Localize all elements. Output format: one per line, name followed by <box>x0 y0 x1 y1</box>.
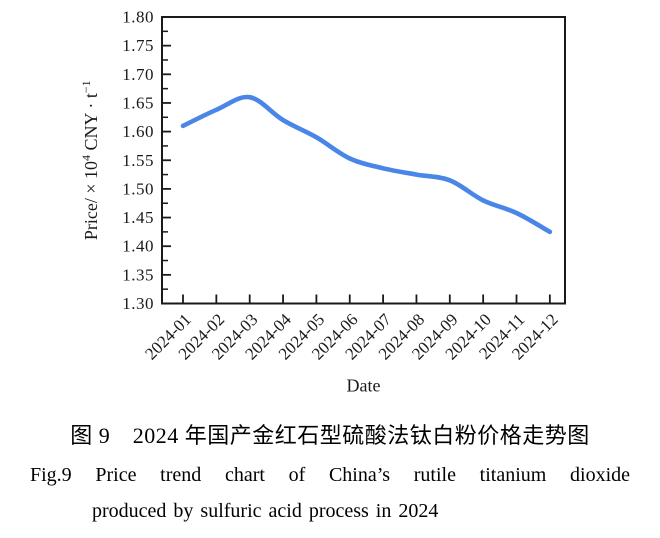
x-axis-title: Date <box>347 376 381 396</box>
y-tick-label: 1.70 <box>122 65 154 84</box>
y-tick-label: 1.30 <box>122 294 154 313</box>
x-axis: 2024-012024-022024-032024-042024-052024-… <box>141 294 562 363</box>
y-tick-label: 1.45 <box>122 208 154 227</box>
caption-english-line1: Fig.9 Price trend chart of China’s rutil… <box>30 464 630 486</box>
plot-frame <box>161 16 566 305</box>
price-trend-chart: 1.80 1.75 1.70 1.65 1.60 1.55 1.50 1.45 1.40 1.35… <box>79 8 566 396</box>
y-tick-label: 1.75 <box>122 36 154 55</box>
y-tick-label: 1.80 <box>122 8 154 27</box>
y-axis: 1.80 1.75 1.70 1.65 1.60 1.55 1.50 1.45 1.40 1.35… <box>122 8 171 313</box>
y-tick-label: 1.60 <box>122 122 154 141</box>
y-tick-label: 1.55 <box>122 151 154 170</box>
y-tick-label: 1.40 <box>122 237 154 256</box>
y-tick-label: 1.50 <box>122 179 154 198</box>
y-axis-title: Price/ × 104 CNY · t−1 <box>79 80 101 240</box>
y-tick-label: 1.65 <box>122 93 154 112</box>
caption-english-line2: produced by sulfuric acid process in 202… <box>92 500 439 522</box>
caption-chinese: 图 9 2024 年国产金红石型硫酸法钛白粉价格走势图 <box>70 423 590 448</box>
y-tick-label: 1.35 <box>122 265 154 284</box>
price-trend-line <box>180 94 553 235</box>
